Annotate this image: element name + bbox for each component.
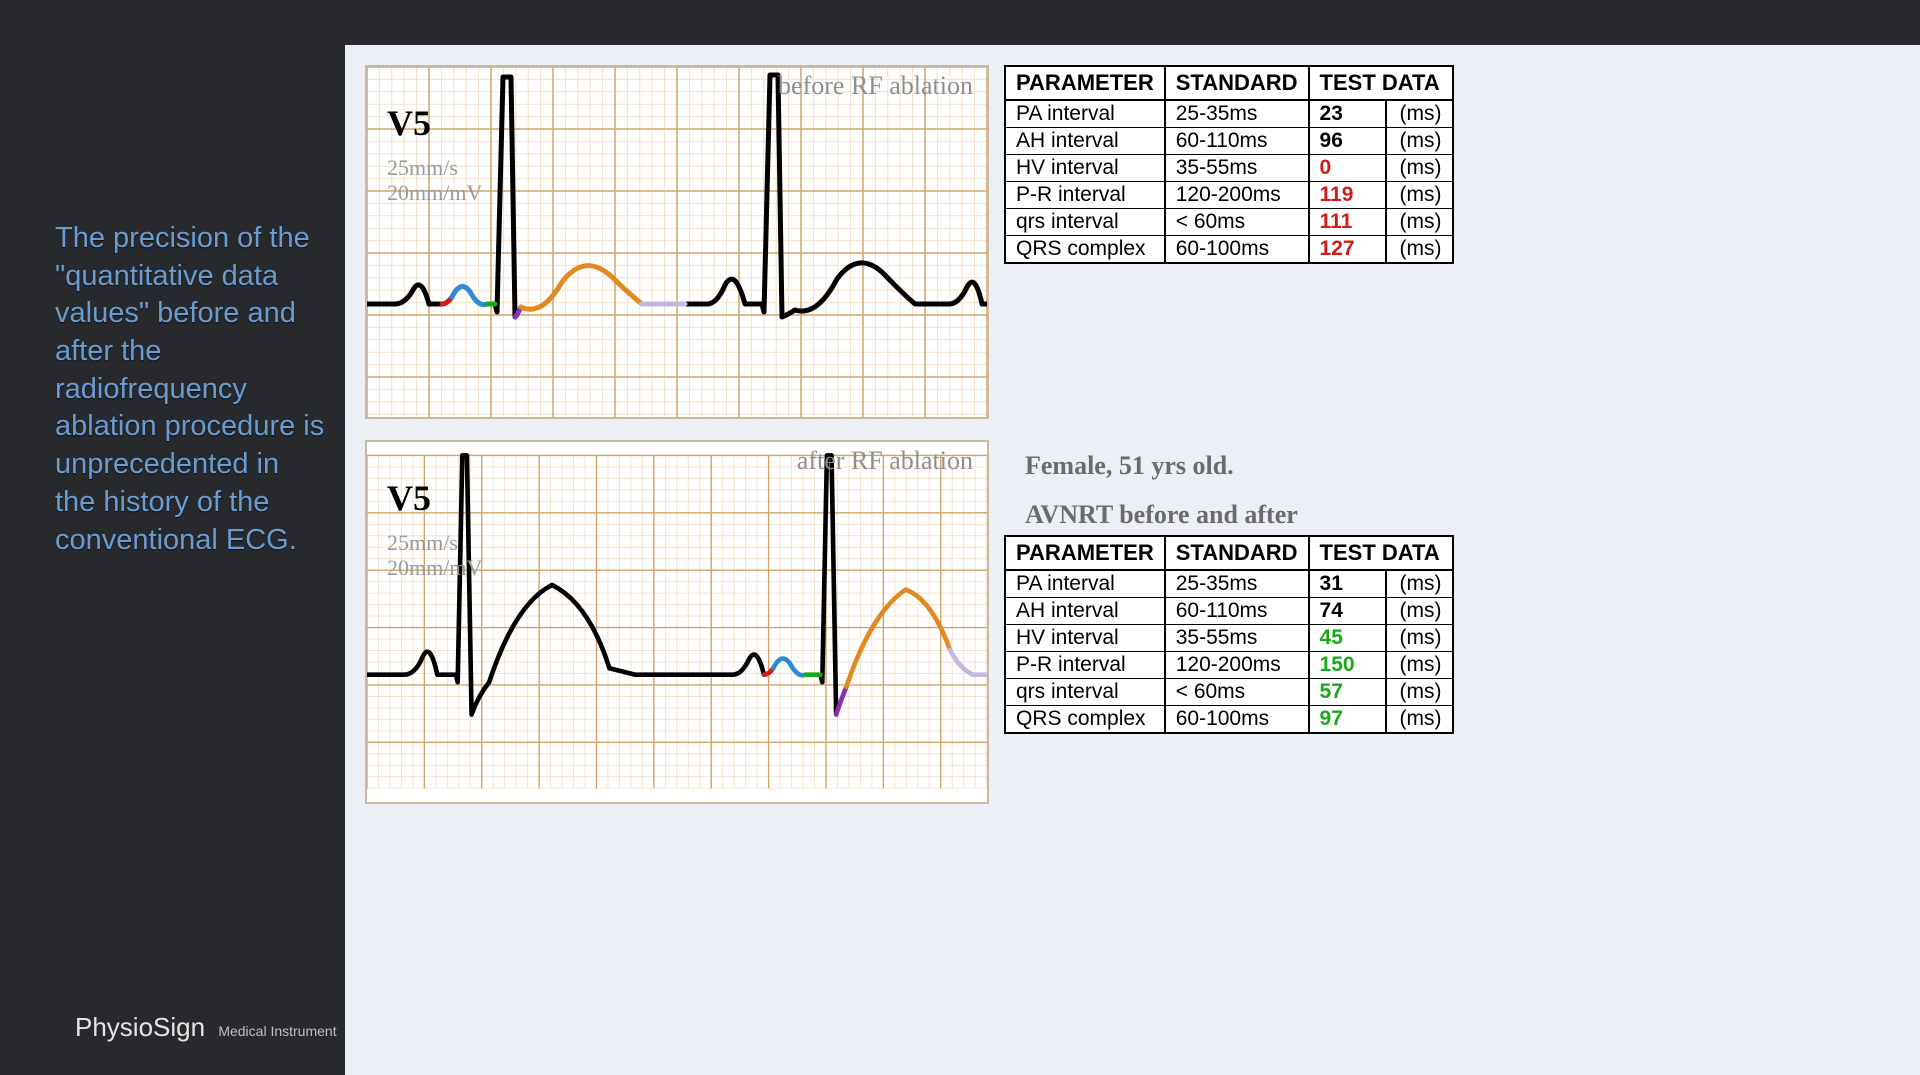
ecg-panel-before: before RF ablation V5 25mm/s 20mm/mV bbox=[365, 65, 989, 419]
ecg-svg-after bbox=[367, 442, 987, 802]
table-row: qrs interval< 60ms57(ms) bbox=[1005, 678, 1453, 705]
before-block: before RF ablation V5 25mm/s 20mm/mV PAR… bbox=[365, 65, 1910, 419]
table-row: PA interval25-35ms31(ms) bbox=[1005, 570, 1453, 598]
lead-settings: 25mm/s 20mm/mV bbox=[387, 155, 482, 206]
table-header: PARAMETER bbox=[1005, 536, 1165, 570]
grid bbox=[367, 67, 987, 417]
table-row: QRS complex60-100ms97(ms) bbox=[1005, 705, 1453, 733]
panel-title-after: after RF ablation bbox=[797, 446, 973, 476]
table-row: AH interval60-110ms96(ms) bbox=[1005, 128, 1453, 155]
description-text: The precision of the "quantitative data … bbox=[55, 220, 325, 559]
table-header: PARAMETER bbox=[1005, 66, 1165, 100]
lead-label: V5 bbox=[387, 102, 431, 144]
brand-sub: Medical Instrument bbox=[218, 1023, 336, 1039]
figure-area: before RF ablation V5 25mm/s 20mm/mV PAR… bbox=[345, 45, 1920, 1075]
table-row: P-R interval120-200ms119(ms) bbox=[1005, 182, 1453, 209]
left-sidebar: The precision of the "quantitative data … bbox=[0, 0, 345, 1075]
table-row: HV interval35-55ms0(ms) bbox=[1005, 155, 1453, 182]
table-header: STANDARD bbox=[1165, 536, 1309, 570]
lead-label: V5 bbox=[387, 477, 431, 519]
table-row: qrs interval< 60ms111(ms) bbox=[1005, 209, 1453, 236]
ecg-panel-after: after RF ablation V5 25mm/s 20mm/mV bbox=[365, 440, 989, 804]
table-header: TEST DATA bbox=[1309, 536, 1453, 570]
data-table-before: PARAMETERSTANDARDTEST DATAPA interval25-… bbox=[1004, 65, 1454, 264]
lead-settings: 25mm/s 20mm/mV bbox=[387, 530, 482, 581]
brand-footer: PhysioSign Medical Instrument bbox=[75, 1011, 337, 1045]
brand-name: PhysioSign bbox=[75, 1012, 205, 1042]
ecg-svg-before bbox=[367, 67, 987, 417]
table-row: P-R interval120-200ms150(ms) bbox=[1005, 651, 1453, 678]
table-header: TEST DATA bbox=[1309, 66, 1453, 100]
table-row: QRS complex60-100ms127(ms) bbox=[1005, 236, 1453, 264]
panel-title-before: before RF ablation bbox=[778, 71, 973, 101]
table-row: AH interval60-110ms74(ms) bbox=[1005, 597, 1453, 624]
table-row: PA interval25-35ms23(ms) bbox=[1005, 100, 1453, 128]
table-row: HV interval35-55ms45(ms) bbox=[1005, 624, 1453, 651]
data-table-after: PARAMETERSTANDARDTEST DATAPA interval25-… bbox=[1004, 535, 1454, 734]
table-header: STANDARD bbox=[1165, 66, 1309, 100]
